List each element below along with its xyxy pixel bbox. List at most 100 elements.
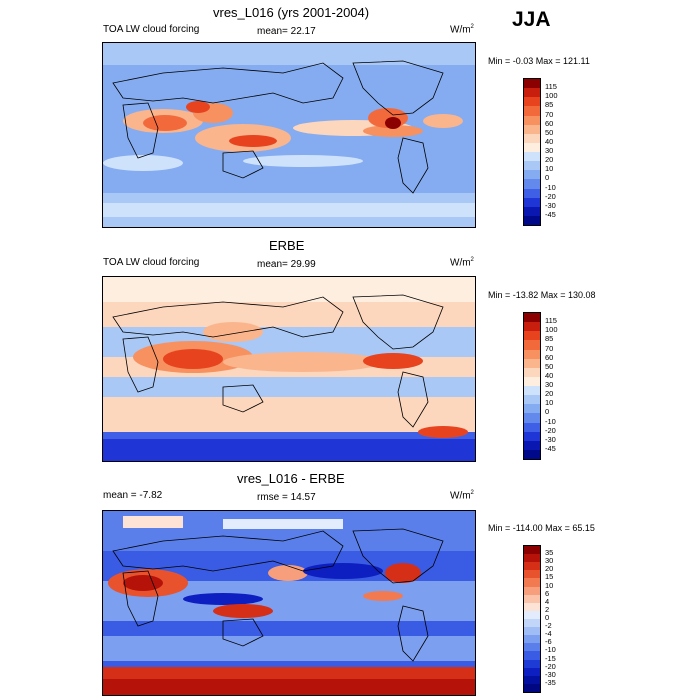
colorbar-level-label: 40: [545, 370, 554, 380]
panel2-minmax: Min = -13.82 Max = 130.08: [488, 290, 596, 300]
colorbar-level-label: 40: [545, 136, 554, 146]
colorbar-level-label: 115: [545, 316, 557, 326]
colorbar-level-label: -20: [545, 191, 556, 201]
colorbar-level-label: -6: [545, 637, 552, 647]
colorbar-level-label: 60: [545, 118, 554, 128]
colorbar-level-label: 10: [545, 580, 554, 590]
colorbar-level-label: 4: [545, 596, 550, 606]
colorbar-cell: [524, 197, 540, 207]
panel1-minmax: Min = -0.03 Max = 121.11: [488, 56, 590, 66]
colorbar-level-label: -4: [545, 629, 552, 639]
colorbar-cell: [524, 179, 540, 189]
colorbar-level-label: 70: [545, 109, 554, 119]
colorbar-cell: [524, 142, 540, 152]
colorbar-cell: [524, 578, 540, 587]
panel3-rmse: rmse = 14.57: [257, 492, 316, 503]
colorbar-level-label: 10: [545, 164, 554, 174]
colorbar-cell: [524, 349, 540, 359]
colorbar-cell: [524, 659, 540, 668]
colorbar-level-label: 70: [545, 343, 554, 353]
colorbar-cell: [524, 106, 540, 116]
colorbar-cell: [524, 215, 540, 225]
season-label: JJA: [512, 8, 551, 31]
colorbar-cell: [524, 124, 540, 134]
colorbar-level-label: -30: [545, 669, 556, 679]
colorbar-cell: [524, 627, 540, 636]
colorbar-level-label: 30: [545, 380, 554, 389]
panel2-title: ERBE: [269, 238, 305, 253]
panel1-variable: TOA LW cloud forcing: [103, 24, 200, 35]
panel3-colorbar-labels: 35 30 20 15 10 6 4 2 0 -2 -4 -6 -10 -15 -20 -30 -35: [545, 545, 585, 691]
colorbar-level-label: 35: [545, 548, 554, 558]
colorbar-cell: [524, 79, 540, 89]
colorbar-cell: [524, 404, 540, 414]
colorbar-level-label: -10: [545, 182, 556, 192]
colorbar-level-label: -10: [545, 416, 556, 426]
colorbar-level-label: 0: [545, 613, 550, 622]
colorbar-cell: [524, 322, 540, 332]
colorbar-cell: [524, 594, 540, 603]
colorbar-cell: [524, 367, 540, 377]
colorbar-level-label: 50: [545, 361, 554, 371]
panel3-units: W/m2: [450, 490, 474, 502]
colorbar-level-label: -15: [545, 653, 556, 663]
colorbar-level-label: 60: [545, 352, 554, 362]
colorbar-cell: [524, 133, 540, 143]
colorbar-cell: [524, 386, 540, 396]
colorbar-level-label: 20: [545, 155, 554, 165]
panel3-minmax: Min = -114.00 Max = 65.15: [488, 523, 595, 533]
colorbar-cell: [524, 554, 540, 563]
panel2-colorbar: [523, 312, 541, 460]
colorbar-level-label: 100: [545, 91, 558, 101]
colorbar-cell: [524, 358, 540, 368]
panel2-units: W/m2: [450, 257, 474, 269]
colorbar-level-label: -30: [545, 434, 556, 444]
colorbar-cell: [524, 586, 540, 595]
colorbar-cell: [524, 440, 540, 450]
colorbar-cell: [524, 413, 540, 423]
colorbar-level-label: 50: [545, 127, 554, 137]
colorbar-level-label: 85: [545, 334, 554, 344]
colorbar-level-label: 0: [545, 407, 550, 417]
panel1-title: vres_L016 (yrs 2001-2004): [213, 5, 370, 20]
colorbar-cell: [524, 161, 540, 171]
panel2-map: [102, 276, 476, 462]
panel1-colorbar: [523, 78, 541, 226]
colorbar-cell: [524, 635, 540, 644]
colorbar-level-label: 6: [545, 588, 550, 598]
colorbar-level-label: -45: [545, 209, 556, 219]
colorbar-cell: [524, 340, 540, 350]
panel1-colorbar-labels: 115 100 85 70 60 50 40 30 20 10 0 -10 -20 -30 -45: [545, 78, 585, 224]
colorbar-cell: [524, 449, 540, 459]
colorbar-cell: [524, 313, 540, 323]
colorbar-cell: [524, 643, 540, 652]
colorbar-cell: [524, 88, 540, 98]
colorbar-level-label: -2: [545, 621, 552, 631]
colorbar-cell: [524, 675, 540, 684]
colorbar-cell: [524, 331, 540, 341]
colorbar-cell: [524, 602, 540, 611]
colorbar-cell: [524, 618, 540, 628]
panel2-mean: mean= 29.99: [257, 259, 316, 270]
colorbar-level-label: -45: [545, 443, 556, 453]
colorbar-cell: [524, 667, 540, 676]
colorbar-level-label: 20: [545, 564, 554, 574]
colorbar-level-label: 115: [545, 82, 557, 92]
colorbar-cell: [524, 170, 540, 180]
panel3-mean: mean = -7.82: [103, 490, 163, 501]
colorbar-cell: [524, 188, 540, 198]
panel3-title: vres_L016 - ERBE: [237, 471, 345, 486]
colorbar-level-label: 20: [545, 389, 554, 399]
colorbar-level-label: 15: [545, 572, 554, 582]
colorbar-level-label: 85: [545, 100, 554, 110]
colorbar-level-label: 100: [545, 325, 558, 335]
colorbar-level-label: -20: [545, 425, 556, 435]
colorbar-level-label: -35: [545, 677, 556, 687]
colorbar-cell: [524, 206, 540, 216]
colorbar-level-label: 10: [545, 398, 554, 408]
colorbar-level-label: 2: [545, 604, 550, 614]
colorbar-level-label: 30: [545, 146, 554, 155]
panel2-colorbar-labels: 115 100 85 70 60 50 40 30 20 10 0 -10 -20 -30 -45: [545, 312, 585, 458]
colorbar-cell: [524, 431, 540, 441]
panel1-units: W/m2: [450, 24, 474, 36]
